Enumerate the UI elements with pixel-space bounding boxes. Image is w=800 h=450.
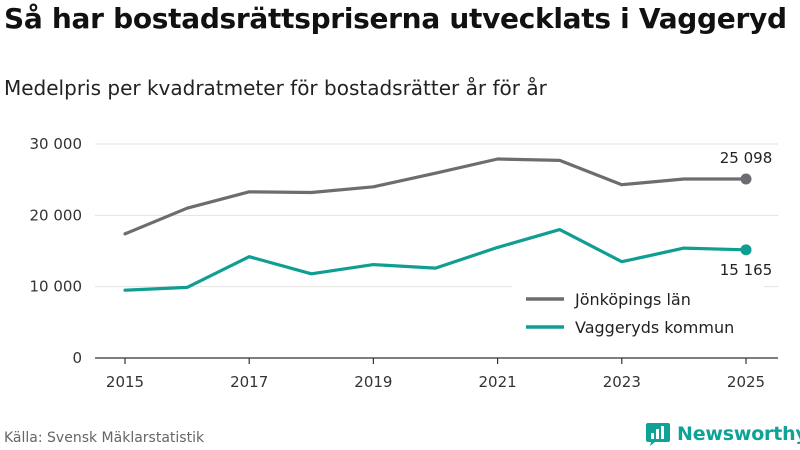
x-tick-label: 2017: [230, 373, 268, 391]
legend-box: [512, 285, 764, 345]
y-tick-label: 10 000: [30, 278, 83, 296]
x-tick-label: 2023: [603, 373, 641, 391]
end-label-lan: 25 098: [720, 149, 773, 167]
y-tick-label: 30 000: [30, 135, 83, 153]
legend-label-kommun: Vaggeryds kommun: [575, 318, 734, 337]
y-tick-label: 20 000: [30, 206, 83, 224]
page-subtitle: Medelpris per kvadratmeter för bostadsrä…: [4, 76, 547, 100]
series-lines: [123, 157, 752, 292]
x-tick-label: 2025: [727, 373, 765, 391]
x-tick-label: 2015: [106, 373, 144, 391]
legend-label-lan: Jönköpings län: [574, 290, 691, 309]
end-point-lan: [740, 173, 752, 185]
brand-name: Newsworthy: [677, 423, 800, 445]
series-line-lan: [123, 157, 748, 236]
line-chart: 0 10 000 20 000 30 000 2015 2017 2019 2021 2023 2…: [30, 135, 778, 391]
x-tick-label: 2021: [479, 373, 517, 391]
gridlines: [95, 143, 778, 288]
brand-logo: Newsworthy: [645, 420, 800, 448]
data-labels: 25 098 15 165: [720, 149, 773, 279]
end-label-kommun: 15 165: [720, 261, 773, 279]
series-line-kommun: [123, 228, 748, 292]
source-note: Källa: Svensk Mäklarstatistik: [4, 430, 205, 446]
page-title: Så har bostadsrättspriserna utvecklats i…: [4, 2, 787, 35]
x-tick-label: 2019: [354, 373, 392, 391]
end-point-kommun: [740, 244, 752, 256]
newsworthy-logo-icon: [646, 423, 670, 446]
axes: 0 10 000 20 000 30 000 2015 2017 2019 2021 2023 2…: [30, 135, 778, 391]
legend: Jönköpings län Vaggeryds kommun: [512, 285, 764, 345]
y-tick-label: 0: [72, 349, 82, 367]
